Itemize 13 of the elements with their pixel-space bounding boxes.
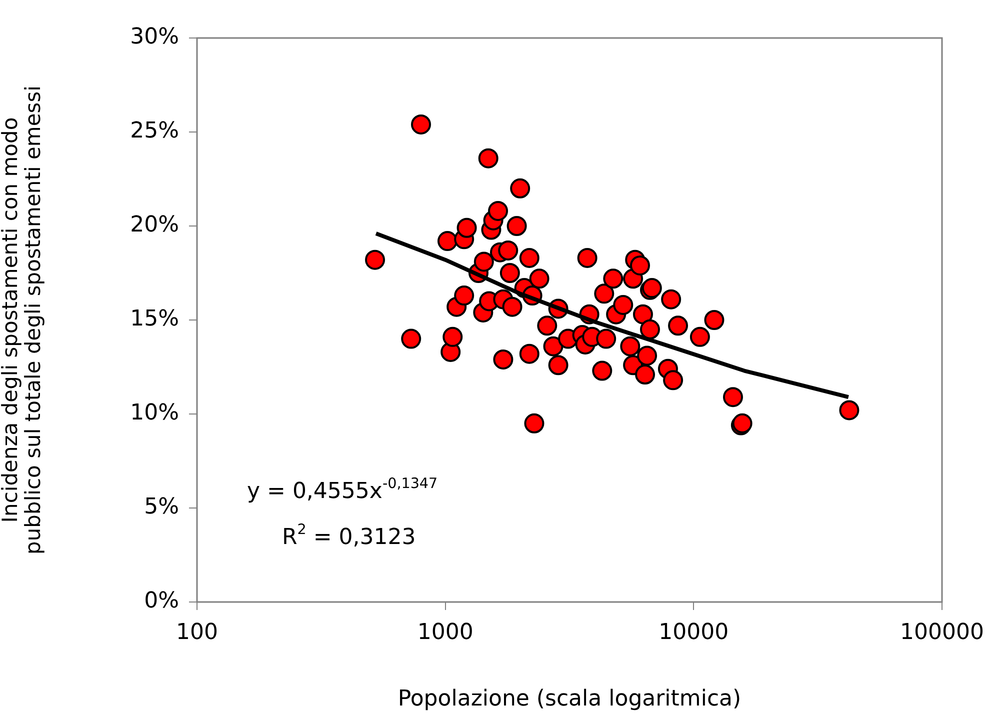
- y-tick-label: 10%: [130, 400, 179, 426]
- y-tick-label: 0%: [144, 588, 179, 614]
- y-tick-label: 15%: [130, 306, 179, 332]
- x-tick-label: 100000: [900, 620, 984, 645]
- x-tick-label: 100: [176, 620, 218, 645]
- y-tick-label: 25%: [130, 118, 179, 144]
- y-axis-title: Incidenza degli spostamenti con modo pubblico sul totale degli spostamenti emessi: [0, 86, 46, 554]
- x-tick-label: 1000: [417, 620, 474, 645]
- y-tick-label: 20%: [130, 212, 179, 238]
- y-tick-label: 5%: [144, 494, 179, 520]
- x-tick-label: 10000: [658, 620, 729, 645]
- x-axis-title: Popolazione (scala logaritmica): [398, 686, 742, 712]
- y-tick-label: 30%: [130, 24, 179, 50]
